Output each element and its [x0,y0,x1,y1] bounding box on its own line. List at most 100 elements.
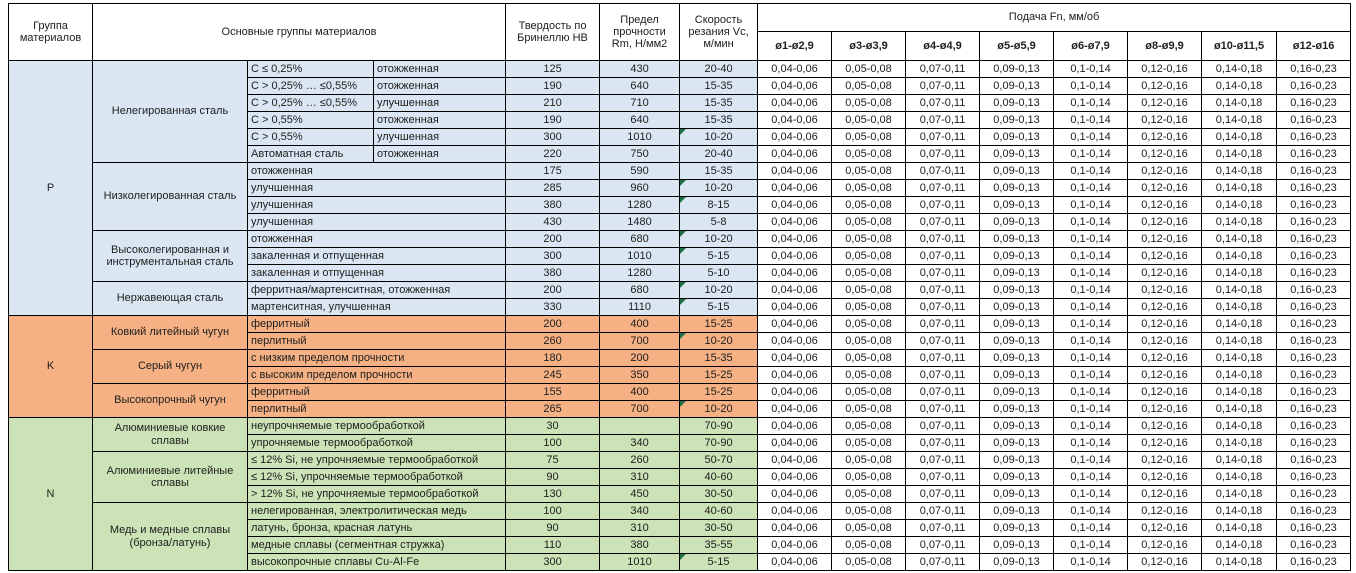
feed-cell-5[interactable]: 0,12-0,16 [1127,264,1203,282]
feed-cell-7[interactable]: 0,16-0,23 [1276,145,1352,163]
feed-cell-1[interactable]: 0,05-0,08 [831,213,907,231]
feed-cell-5[interactable]: 0,12-0,16 [1127,417,1203,435]
feed-cell-1[interactable]: 0,05-0,08 [831,77,907,95]
feed-cell-5[interactable]: 0,12-0,16 [1127,196,1203,214]
hardness-cell[interactable]: 210 [505,94,601,112]
hardness-cell[interactable]: 75 [505,451,601,469]
feed-cell-5[interactable]: 0,12-0,16 [1127,162,1203,180]
feed-cell-0[interactable]: 0,04-0,06 [757,366,833,384]
feed-cell-0[interactable]: 0,04-0,06 [757,111,833,129]
feed-cell-7[interactable]: 0,16-0,23 [1276,383,1352,401]
feed-cell-3[interactable]: 0,09-0,13 [979,434,1055,452]
feed-cell-3[interactable]: 0,09-0,13 [979,349,1055,367]
feed-cell-7[interactable]: 0,16-0,23 [1276,94,1352,112]
cutting-speed-cell[interactable]: 30-50 [679,519,759,537]
feed-cell-6[interactable]: 0,14-0,18 [1201,451,1278,469]
hardness-cell[interactable]: 285 [505,179,601,197]
state-cell[interactable]: ферритный [246,383,507,401]
cutting-speed-cell[interactable]: 70-90 [679,417,759,435]
feed-cell-3[interactable]: 0,09-0,13 [979,128,1055,146]
feed-cell-7[interactable]: 0,16-0,23 [1276,196,1352,214]
hardness-cell[interactable]: 100 [505,434,601,452]
feed-cell-5[interactable]: 0,12-0,16 [1127,281,1203,299]
feed-cell-2[interactable]: 0,07-0,11 [905,179,981,197]
feed-cell-0[interactable]: 0,04-0,06 [757,332,833,350]
cutting-speed-cell[interactable]: 40-60 [679,468,759,486]
feed-cell-7[interactable]: 0,16-0,23 [1276,230,1352,248]
feed-cell-2[interactable]: 0,07-0,11 [905,196,981,214]
feed-cell-2[interactable]: 0,07-0,11 [905,417,981,435]
feed-cell-0[interactable]: 0,04-0,06 [757,77,833,95]
hardness-cell[interactable]: 430 [505,213,601,231]
feed-cell-0[interactable]: 0,04-0,06 [757,553,833,571]
feed-cell-1[interactable]: 0,05-0,08 [831,315,907,333]
hardness-cell[interactable]: 90 [505,468,601,486]
feed-cell-4[interactable]: 0,1-0,14 [1053,485,1129,503]
feed-cell-6[interactable]: 0,14-0,18 [1201,485,1278,503]
feed-cell-2[interactable]: 0,07-0,11 [905,145,981,163]
state-cell[interactable]: латунь, бронза, красная латунь [246,519,507,537]
feed-cell-0[interactable]: 0,04-0,06 [757,400,833,418]
state-cell[interactable]: мартенситная, улучшенная [246,298,507,316]
feed-cell-5[interactable]: 0,12-0,16 [1127,434,1203,452]
state-cell[interactable]: улучшенная [372,128,507,146]
feed-cell-5[interactable]: 0,12-0,16 [1127,519,1203,537]
header-feed-d8[interactable]: ø8-ø9,9 [1127,31,1203,61]
state-cell[interactable]: ≤ 12% Si, не упрочняемые термообработкой [246,451,507,469]
feed-cell-6[interactable]: 0,14-0,18 [1201,196,1278,214]
feed-cell-5[interactable]: 0,12-0,16 [1127,366,1203,384]
feed-cell-1[interactable]: 0,05-0,08 [831,179,907,197]
state-cell[interactable]: с низким пределом прочности [246,349,507,367]
feed-cell-0[interactable]: 0,04-0,06 [757,281,833,299]
feed-cell-4[interactable]: 0,1-0,14 [1053,519,1129,537]
feed-cell-7[interactable]: 0,16-0,23 [1276,315,1352,333]
feed-cell-4[interactable]: 0,1-0,14 [1053,196,1129,214]
feed-cell-2[interactable]: 0,07-0,11 [905,536,981,554]
feed-cell-3[interactable]: 0,09-0,13 [979,77,1055,95]
feed-cell-2[interactable]: 0,07-0,11 [905,111,981,129]
family-name-cell[interactable]: Высокопрочный чугун [92,383,248,418]
strength-cell[interactable]: 680 [599,230,681,248]
strength-cell[interactable]: 430 [599,60,681,78]
feed-cell-3[interactable]: 0,09-0,13 [979,298,1055,316]
feed-cell-2[interactable]: 0,07-0,11 [905,383,981,401]
feed-cell-5[interactable]: 0,12-0,16 [1127,230,1203,248]
header-main-material-groups[interactable]: Основные группы материалов [91,3,507,61]
feed-cell-4[interactable]: 0,1-0,14 [1053,315,1129,333]
feed-cell-4[interactable]: 0,1-0,14 [1053,366,1129,384]
feed-cell-6[interactable]: 0,14-0,18 [1201,162,1278,180]
grade-cell[interactable]: Автоматная сталь [247,145,374,163]
feed-cell-0[interactable]: 0,04-0,06 [757,196,833,214]
feed-cell-7[interactable]: 0,16-0,23 [1276,519,1352,537]
feed-cell-2[interactable]: 0,07-0,11 [905,366,981,384]
feed-cell-4[interactable]: 0,1-0,14 [1053,94,1129,112]
state-cell[interactable]: нелегированная, электролитическая медь [246,502,507,520]
strength-cell[interactable]: 1110 [599,298,681,316]
feed-cell-5[interactable]: 0,12-0,16 [1127,315,1203,333]
header-feed-d6[interactable]: ø6-ø7,9 [1053,31,1129,61]
feed-cell-6[interactable]: 0,14-0,18 [1201,502,1278,520]
feed-cell-6[interactable]: 0,14-0,18 [1201,315,1278,333]
feed-cell-6[interactable]: 0,14-0,18 [1201,77,1278,95]
feed-cell-1[interactable]: 0,05-0,08 [831,417,907,435]
hardness-cell[interactable]: 200 [505,315,601,333]
cutting-speed-cell[interactable]: 15-25 [679,366,759,384]
cutting-speed-cell[interactable]: 10-20 [679,332,759,350]
feed-cell-6[interactable]: 0,14-0,18 [1201,94,1278,112]
strength-cell[interactable]: 1480 [599,213,681,231]
strength-cell[interactable]: 400 [599,315,681,333]
hardness-cell[interactable]: 380 [505,196,601,214]
feed-cell-7[interactable]: 0,16-0,23 [1276,417,1352,435]
feed-cell-5[interactable]: 0,12-0,16 [1127,179,1203,197]
feed-cell-2[interactable]: 0,07-0,11 [905,349,981,367]
feed-cell-6[interactable]: 0,14-0,18 [1201,111,1278,129]
hardness-cell[interactable]: 190 [505,77,601,95]
feed-cell-1[interactable]: 0,05-0,08 [831,111,907,129]
state-cell[interactable]: улучшенная [246,213,507,231]
feed-cell-4[interactable]: 0,1-0,14 [1053,400,1129,418]
feed-cell-5[interactable]: 0,12-0,16 [1127,349,1203,367]
strength-cell[interactable]: 710 [599,94,681,112]
feed-cell-2[interactable]: 0,07-0,11 [905,247,981,265]
feed-cell-0[interactable]: 0,04-0,06 [757,315,833,333]
state-cell[interactable]: отожженная [372,111,507,129]
